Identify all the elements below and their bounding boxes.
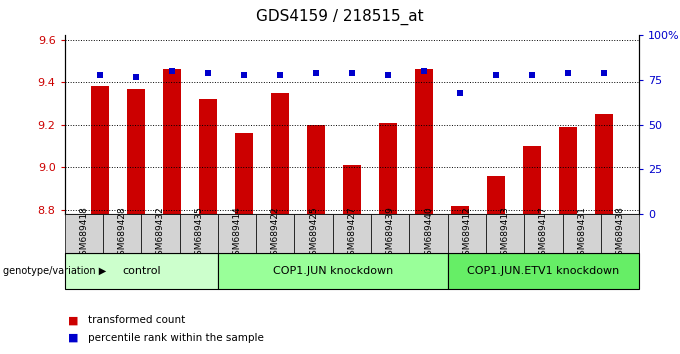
Bar: [141, 214, 180, 253]
Point: [382, 72, 393, 78]
Text: transformed count: transformed count: [88, 315, 186, 325]
Bar: [90, 86, 109, 214]
Text: GSM689422: GSM689422: [271, 206, 279, 261]
Text: GSM689413: GSM689413: [500, 206, 509, 261]
Point: [346, 70, 358, 76]
Bar: [343, 165, 361, 214]
Text: GSM689432: GSM689432: [156, 206, 165, 261]
Bar: [523, 146, 541, 214]
Point: [167, 68, 177, 74]
Bar: [562, 214, 601, 253]
Point: [203, 70, 214, 76]
Bar: [199, 99, 217, 214]
Bar: [103, 214, 141, 253]
Point: [454, 90, 465, 96]
Text: ■: ■: [68, 315, 78, 325]
Bar: [180, 214, 218, 253]
Text: GSM689418: GSM689418: [80, 206, 88, 261]
Point: [95, 72, 105, 78]
Point: [598, 70, 609, 76]
Bar: [486, 214, 524, 253]
Text: GSM689435: GSM689435: [194, 206, 203, 261]
Text: GSM689428: GSM689428: [118, 206, 126, 261]
Bar: [447, 214, 486, 253]
Text: GSM689438: GSM689438: [615, 206, 624, 261]
Bar: [333, 214, 371, 253]
Point: [526, 72, 537, 78]
Bar: [371, 214, 409, 253]
Bar: [524, 214, 562, 253]
Point: [418, 68, 429, 74]
Text: control: control: [122, 266, 160, 276]
Text: COP1.JUN.ETV1 knockdown: COP1.JUN.ETV1 knockdown: [467, 266, 619, 276]
Bar: [126, 88, 145, 214]
Text: GSM689439: GSM689439: [386, 206, 394, 261]
Text: GSM689427: GSM689427: [347, 206, 356, 261]
Bar: [447, 253, 639, 289]
Text: ■: ■: [68, 333, 78, 343]
Point: [311, 70, 322, 76]
Text: GSM689417: GSM689417: [539, 206, 548, 261]
Bar: [379, 122, 397, 214]
Bar: [65, 253, 218, 289]
Text: GSM689412: GSM689412: [462, 206, 471, 261]
Point: [131, 74, 141, 79]
Bar: [65, 214, 103, 253]
Bar: [415, 69, 433, 214]
Bar: [294, 214, 333, 253]
Bar: [235, 133, 253, 214]
Bar: [256, 214, 294, 253]
Bar: [451, 206, 469, 214]
Text: GDS4159 / 218515_at: GDS4159 / 218515_at: [256, 9, 424, 25]
Bar: [559, 127, 577, 214]
Point: [562, 70, 573, 76]
Text: GSM689425: GSM689425: [309, 206, 318, 261]
Point: [490, 72, 501, 78]
Bar: [218, 214, 256, 253]
Bar: [601, 214, 639, 253]
Bar: [595, 114, 613, 214]
Bar: [271, 93, 289, 214]
Bar: [163, 69, 181, 214]
Point: [275, 72, 286, 78]
Bar: [218, 253, 447, 289]
Text: GSM689440: GSM689440: [424, 206, 433, 261]
Point: [239, 72, 250, 78]
Bar: [409, 214, 447, 253]
Text: COP1.JUN knockdown: COP1.JUN knockdown: [273, 266, 393, 276]
Text: percentile rank within the sample: percentile rank within the sample: [88, 333, 265, 343]
Bar: [487, 176, 505, 214]
Bar: [307, 125, 325, 214]
Text: GSM689414: GSM689414: [233, 206, 241, 261]
Text: genotype/variation ▶: genotype/variation ▶: [3, 266, 107, 276]
Text: GSM689431: GSM689431: [577, 206, 586, 261]
